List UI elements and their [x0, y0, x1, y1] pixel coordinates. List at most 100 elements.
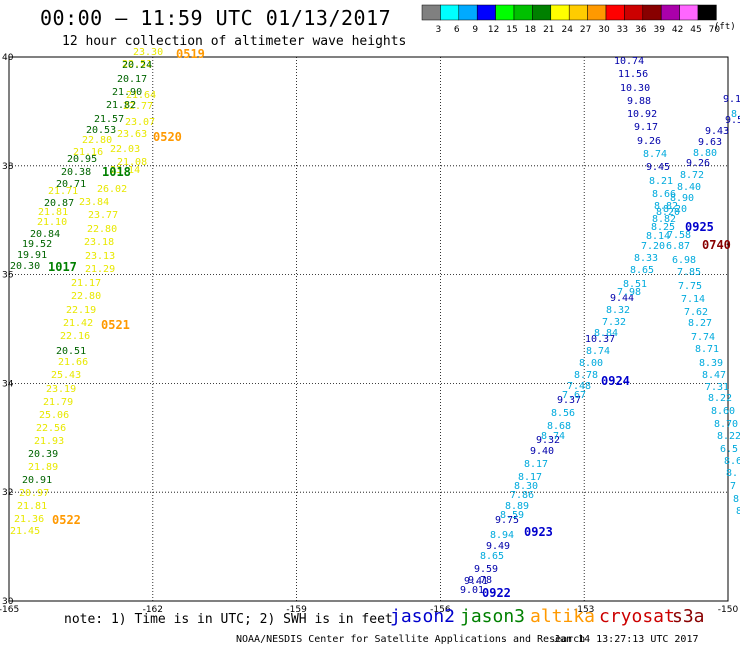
wave-height-value: 6.87: [666, 241, 691, 252]
color-scale-legend: 3 6 9 12 15 18 21 24 27 30 33 36 39 42 45 70: [421, 4, 720, 34]
wave-height-value: 9.26: [686, 158, 711, 169]
wave-height-value: 8.39: [699, 358, 724, 369]
wave-height-value: 21.93: [34, 436, 65, 447]
color-bin-70: [697, 4, 717, 21]
color-scale-unit: (ft): [714, 22, 736, 32]
wave-height-value: 21.57: [94, 114, 125, 125]
wave-height-value: 21.17: [71, 278, 102, 289]
wave-height-value: 21.45: [10, 526, 41, 537]
lat-tick-label: 36: [2, 271, 14, 281]
wave-height-value: 10.92: [627, 109, 658, 120]
wave-height-value: 21.29: [85, 264, 116, 275]
wave-height-value: 21.42: [63, 318, 94, 329]
wave-height-value: 7.86: [510, 490, 535, 501]
wave-height-value: 8: [736, 506, 740, 517]
wave-height-value: 20.87: [44, 198, 75, 209]
wave-height-value: 22.80: [82, 135, 113, 146]
wave-height-value: 7.98: [617, 287, 642, 298]
generation-timestamp: Jan 14 13:27:13 UTC 2017: [554, 634, 699, 645]
wave-height-value: 8.: [733, 494, 740, 505]
wave-height-value: 21.08: [117, 157, 148, 168]
color-bin-label: 30: [598, 25, 610, 34]
wave-height-value: 10.30: [620, 83, 651, 94]
wave-height-value: 9.45: [646, 162, 671, 173]
color-bin-label: 3: [436, 25, 442, 34]
wave-height-value: 9.63: [698, 137, 723, 148]
color-bin-label: 39: [653, 25, 665, 34]
wave-height-value: 7.32: [602, 317, 627, 328]
wave-height-value: 21.71: [48, 186, 79, 197]
wave-height-value: 6.5: [720, 444, 739, 455]
lon-tick-label: -153: [574, 605, 594, 615]
wave-height-value: 9.59: [474, 564, 499, 575]
wave-height-value: 7.20: [641, 241, 666, 252]
credit-line: NOAA/NESDIS Center for Satellite Applica…: [236, 634, 586, 645]
wave-height-value: 8.59: [500, 510, 525, 521]
wave-height-value: 7.62: [684, 307, 709, 318]
pass-time-label: 0923: [524, 525, 553, 539]
footer-note: note: 1) Time is in UTC; 2) SWH is in fe…: [64, 612, 393, 627]
wave-height-value: 8.47: [702, 370, 727, 381]
wave-height-value: 22.03: [110, 144, 141, 155]
color-bin-label: 45: [690, 25, 701, 34]
wave-height-value: 21.79: [43, 397, 74, 408]
wave-height-value: 8.6: [724, 456, 740, 467]
wave-height-value: 23.84: [79, 197, 110, 208]
wave-height-value: 9.88: [627, 96, 652, 107]
wave-height-value: 8.40: [677, 182, 702, 193]
pass-time-label: 0521: [101, 318, 130, 332]
wave-height-value: 8.60: [711, 406, 736, 417]
color-bin-label: 24: [561, 25, 573, 34]
wave-height-value: 8.20: [663, 204, 688, 215]
wave-height-value: 8.32: [606, 305, 631, 316]
wave-height-value: 8.33: [634, 253, 659, 264]
wave-height-value: 8.84: [594, 328, 619, 339]
wave-height-value: 8.80: [693, 148, 718, 159]
page-title: 00:00 – 11:59 UTC 01/13/2017: [40, 6, 392, 30]
wave-height-value: 8.20: [656, 207, 681, 218]
pass-time-label: 1018: [102, 165, 131, 179]
wave-height-value: 23.07: [125, 117, 156, 128]
wave-height-value: 20.30: [10, 261, 41, 272]
wave-height-value: 9.41: [464, 576, 489, 587]
wave-height-value: 7.31: [705, 382, 730, 393]
wave-height-value: 19.91: [17, 250, 48, 261]
wave-height-value: 8.65: [630, 265, 655, 276]
wave-height-value: 8.22: [717, 431, 740, 442]
color-bin-label: 15: [506, 25, 517, 34]
color-bin-label: 18: [525, 25, 537, 34]
satellite-legend-cryosat: cryosat: [599, 606, 675, 627]
wave-height-value: 23.77: [88, 210, 119, 221]
lon-tick-label: -159: [286, 605, 307, 615]
wave-height-value: 21.89: [28, 462, 59, 473]
wave-height-value: 8.56: [551, 408, 576, 419]
color-bin-label: 27: [580, 25, 591, 34]
satellite-legend-jason2: jason2: [390, 606, 456, 627]
wave-height-value: 9.40: [530, 446, 555, 457]
pass-time-label: 1017: [48, 260, 77, 274]
pass-time-label: 0519: [176, 47, 205, 61]
wave-height-value: 7.58: [667, 230, 692, 241]
wave-height-value: 21.10: [37, 217, 68, 228]
pass-time-label: 0522: [52, 513, 81, 527]
wave-height-value: 8.70: [714, 419, 739, 430]
color-bin-label: 36: [635, 25, 647, 34]
wave-height-value: 8.78: [574, 370, 599, 381]
wave-height-value: 21.90: [112, 87, 143, 98]
wave-height-value: 21.82: [106, 100, 137, 111]
wave-height-value: 7.85: [677, 267, 702, 278]
wave-height-value: 8.94: [490, 530, 515, 541]
pass-time-label: 0925: [685, 220, 714, 234]
wave-height-value: 11.56: [618, 69, 649, 80]
wave-height-value: 20.53: [86, 125, 117, 136]
wave-height-value: 9.75: [495, 515, 520, 526]
pass-time-label: 0922: [482, 586, 511, 600]
wave-height-value: 21.66: [58, 357, 89, 368]
wave-height-value: 7.48: [567, 381, 592, 392]
wave-height-value: 22.16: [60, 331, 91, 342]
color-bin-label: 33: [617, 25, 628, 34]
wave-height-value: 20.38: [61, 167, 92, 178]
lon-tick-label: -150: [718, 605, 739, 615]
color-bin-label: 9: [472, 25, 478, 34]
